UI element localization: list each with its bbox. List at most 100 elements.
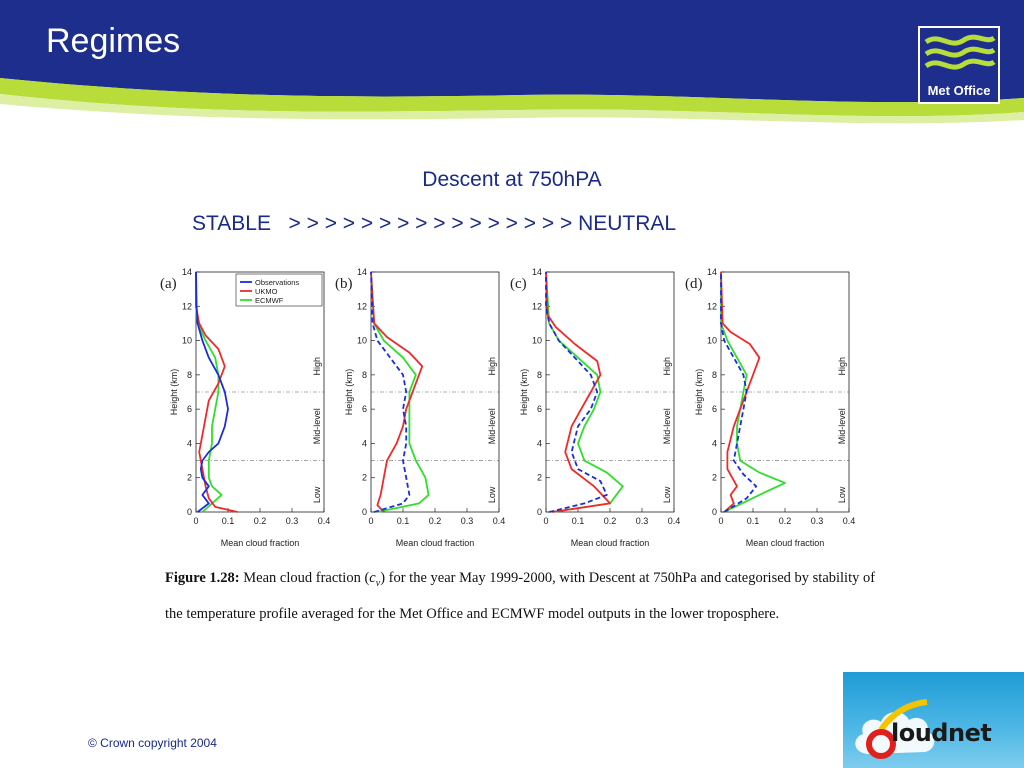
caption-symbol-sub: v [375,577,381,589]
copyright-text: © Crown copyright 2004 [88,736,217,750]
stability-scale: STABLE > > > > > > > > > > > > > > > > N… [192,212,676,236]
level-label: Low [312,486,322,503]
y-tick-label: 12 [357,301,367,311]
panel-3: (c) 0 2 4 6 8 10 12 14 0 0.1 0.2 0.3 0.4 Mean cloud fr… [510,267,680,548]
x-tick-label: 0.4 [493,516,506,526]
level-label: High [662,357,672,376]
y-tick-label: 10 [532,336,542,346]
y-tick-label: 0 [187,507,192,517]
y-tick-label: 4 [187,438,192,448]
cloudnet-logo: loudnet [843,672,1024,768]
figure-label: Figure 1.28: [165,570,240,586]
y-axis-label: Height (km) [519,369,529,416]
series-ecmwf [720,272,786,513]
x-axis-label: Mean cloud fraction [571,538,650,548]
x-axis-label: Mean cloud fraction [221,538,300,548]
series-ukmo [720,271,761,513]
x-tick-label: 0.2 [779,516,792,526]
y-tick-label: 12 [532,301,542,311]
y-tick-label: 0 [537,507,542,517]
y-tick-label: 4 [712,438,717,448]
y-tick-label: 14 [357,267,367,277]
cloudnet-text: loudnet [891,719,992,747]
x-tick-label: 0.2 [254,516,267,526]
x-tick-label: 0.1 [572,516,585,526]
series-ecmwf [545,271,624,513]
y-tick-label: 6 [187,404,192,414]
y-tick-label: 14 [182,267,192,277]
x-tick-label: 0.1 [747,516,760,526]
caption-before: Mean cloud fraction ( [243,570,370,586]
y-tick-label: 8 [362,370,367,380]
panel-label: (c) [510,276,527,292]
x-tick-label: 0 [543,516,548,526]
x-tick-label: 0.3 [636,516,649,526]
x-tick-label: 0.3 [286,516,299,526]
x-axis-label: Mean cloud fraction [746,538,825,548]
y-tick-label: 6 [362,404,367,414]
slide-header [0,0,1024,135]
series-ukmo [545,271,611,513]
x-tick-label: 0.1 [222,516,235,526]
caption-after: ) for the year May 1999-2000, with Desce… [165,570,876,622]
series-observations [370,271,411,513]
y-tick-label: 4 [537,438,542,448]
y-tick-label: 14 [532,267,542,277]
panel-2: (b) 0 2 4 6 8 10 12 14 0 0.1 0.2 0.3 0.4 Mean cloud fr… [335,267,505,548]
panel-label: (b) [335,276,353,292]
stability-arrows: > > > > > > > > > > > > > > > > [288,212,573,235]
y-tick-label: 2 [712,473,717,483]
series-ecmwf [370,271,430,513]
panel-4: (d) 0 2 4 6 8 10 12 14 0 0.1 0.2 0.3 0.4 Mean cloud fr… [685,267,855,548]
series-observations [720,272,758,513]
x-tick-label: 0.2 [604,516,617,526]
slide-title: Regimes [46,22,181,60]
level-label: Low [837,486,847,503]
cloud-fraction-panels: (a) 0 2 4 6 8 10 12 14 0 0.1 0.2 0.3 0.4 Mean cloud fr… [160,267,855,548]
series-ecmwf [195,272,223,513]
logo-text: Met Office [927,83,991,98]
series-observations [545,272,608,513]
legend-entry: ECMWF [255,296,284,305]
y-tick-label: 4 [362,438,367,448]
series-observations [195,271,229,513]
y-tick-label: 8 [187,370,192,380]
x-tick-label: 0.4 [843,516,856,526]
y-tick-label: 0 [712,507,717,517]
y-tick-label: 6 [712,404,717,414]
x-tick-label: 0.4 [318,516,331,526]
y-tick-label: 2 [362,473,367,483]
y-tick-label: 12 [707,301,717,311]
y-tick-label: 8 [537,370,542,380]
x-axis-label: Mean cloud fraction [396,538,475,548]
level-label: Mid-level [487,408,497,444]
stability-right: NEUTRAL [578,212,677,235]
y-tick-label: 2 [187,473,192,483]
y-axis-label: Height (km) [169,369,179,416]
level-label: Mid-level [837,408,847,444]
x-tick-label: 0.1 [397,516,410,526]
level-label: Low [662,486,672,503]
panel-label: (d) [685,276,703,292]
cloud-icon [855,699,935,759]
panel-1: (a) 0 2 4 6 8 10 12 14 0 0.1 0.2 0.3 0.4 Mean cloud fr… [160,267,330,548]
slide-subtitle: Descent at 750hPA [422,168,602,191]
x-tick-label: 0.2 [429,516,442,526]
legend-entry: Observations [255,278,299,287]
legend-entry: UKMO [255,287,278,296]
level-label: Mid-level [662,408,672,444]
level-label: High [312,357,322,376]
figure-caption: Figure 1.28: Mean cloud fraction (cv) fo… [165,563,890,629]
x-tick-label: 0.3 [461,516,474,526]
y-axis-label: Height (km) [694,369,704,416]
y-tick-label: 10 [707,336,717,346]
x-tick-label: 0.3 [811,516,824,526]
stability-left: STABLE [192,212,271,235]
x-tick-label: 0 [193,516,198,526]
level-label: High [837,357,847,376]
level-label: High [487,357,497,376]
level-label: Low [487,486,497,503]
y-tick-label: 12 [182,301,192,311]
y-tick-label: 14 [707,267,717,277]
